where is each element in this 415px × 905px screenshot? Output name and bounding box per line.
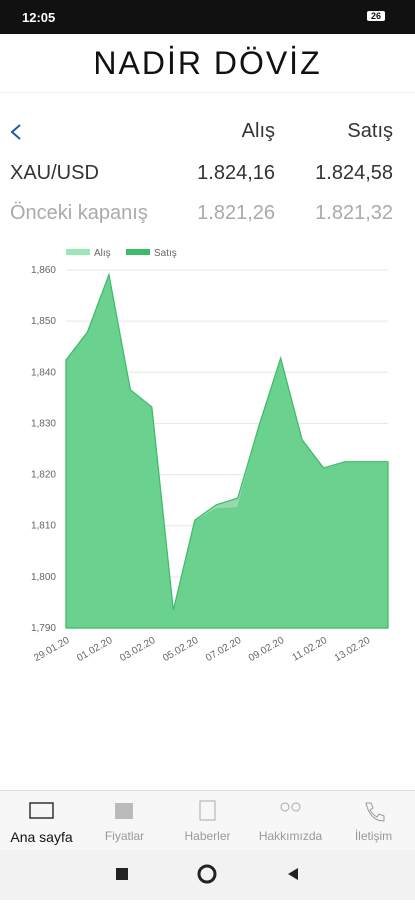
time: 12:05 (22, 10, 56, 25)
x-tick-label: 13.02.20 (333, 635, 373, 664)
nav-item[interactable]: Hakkımızda (249, 791, 332, 851)
cell: 1.821,32 (315, 202, 393, 224)
nav-label: İletişim (354, 829, 393, 843)
area (65, 272, 389, 629)
cell: 1.824,16 (197, 162, 275, 184)
x-tick-label: 07.02.20 (204, 635, 244, 664)
y-tick-label: 1,810 (31, 521, 56, 532)
logo: NADİR DÖVİZ (0, 34, 415, 93)
x-tick-label: 05.02.20 (161, 635, 201, 664)
y-tick-label: 1,830 (31, 418, 56, 429)
nav-item[interactable]: Haberler (166, 791, 249, 851)
nav-label: Ana sayfa (10, 829, 73, 845)
cell: 1.824,58 (315, 162, 393, 184)
back-button[interactable] (8, 122, 24, 142)
column-header: Satış (347, 120, 393, 142)
legend-swatch (126, 249, 150, 255)
legend-label: Alış (94, 248, 111, 259)
y-tick-label: 1,800 (31, 572, 56, 583)
nav-item[interactable]: Ana sayfa (0, 791, 83, 851)
nav-label: Haberler (184, 829, 231, 843)
nav-label: Hakkımızda (258, 829, 323, 843)
y-tick-label: 1,820 (31, 470, 56, 481)
x-tick-label: 11.02.20 (291, 635, 330, 664)
nav-item[interactable]: İletişim (332, 791, 415, 851)
status-bar: 12:05 26 (0, 0, 415, 34)
table-row: XAU/USD 1.824,16 1.824,58 (0, 154, 415, 190)
bottom-nav: Ana sayfa Fiyatlar Haberler Hakkımızda İ… (0, 790, 415, 851)
battery: 26 (366, 11, 385, 21)
cell: XAU/USD (10, 162, 99, 184)
column-header: Alış (241, 120, 275, 142)
table-row: Önceki kapanış 1.821,26 1.821,32 (0, 194, 415, 230)
nav-label: Fiyatlar (104, 829, 145, 843)
table-header: Alış Satış (0, 112, 415, 148)
cell: 1.821,26 (197, 202, 275, 224)
cell: Önceki kapanış (10, 202, 148, 224)
y-tick-label: 1,850 (31, 316, 56, 327)
y-tick-label: 1,840 (31, 367, 56, 378)
legend-swatch (66, 249, 90, 255)
nav-item[interactable]: Fiyatlar (83, 791, 166, 851)
y-tick-label: 1,790 (31, 623, 56, 634)
x-tick-label: 01.02.20 (75, 635, 115, 664)
legend-label: Satış (154, 248, 177, 259)
chart: 1,790 1,800 1,810 1,820 1,830 1,840 1,850 1,860… (31, 248, 389, 664)
system-nav (0, 850, 415, 900)
y-tick-label: 1,860 (31, 265, 56, 276)
x-tick-label: 29.01.20 (32, 635, 72, 664)
x-tick-label: 03.02.20 (118, 635, 158, 664)
x-tick-label: 09.02.20 (247, 635, 287, 664)
